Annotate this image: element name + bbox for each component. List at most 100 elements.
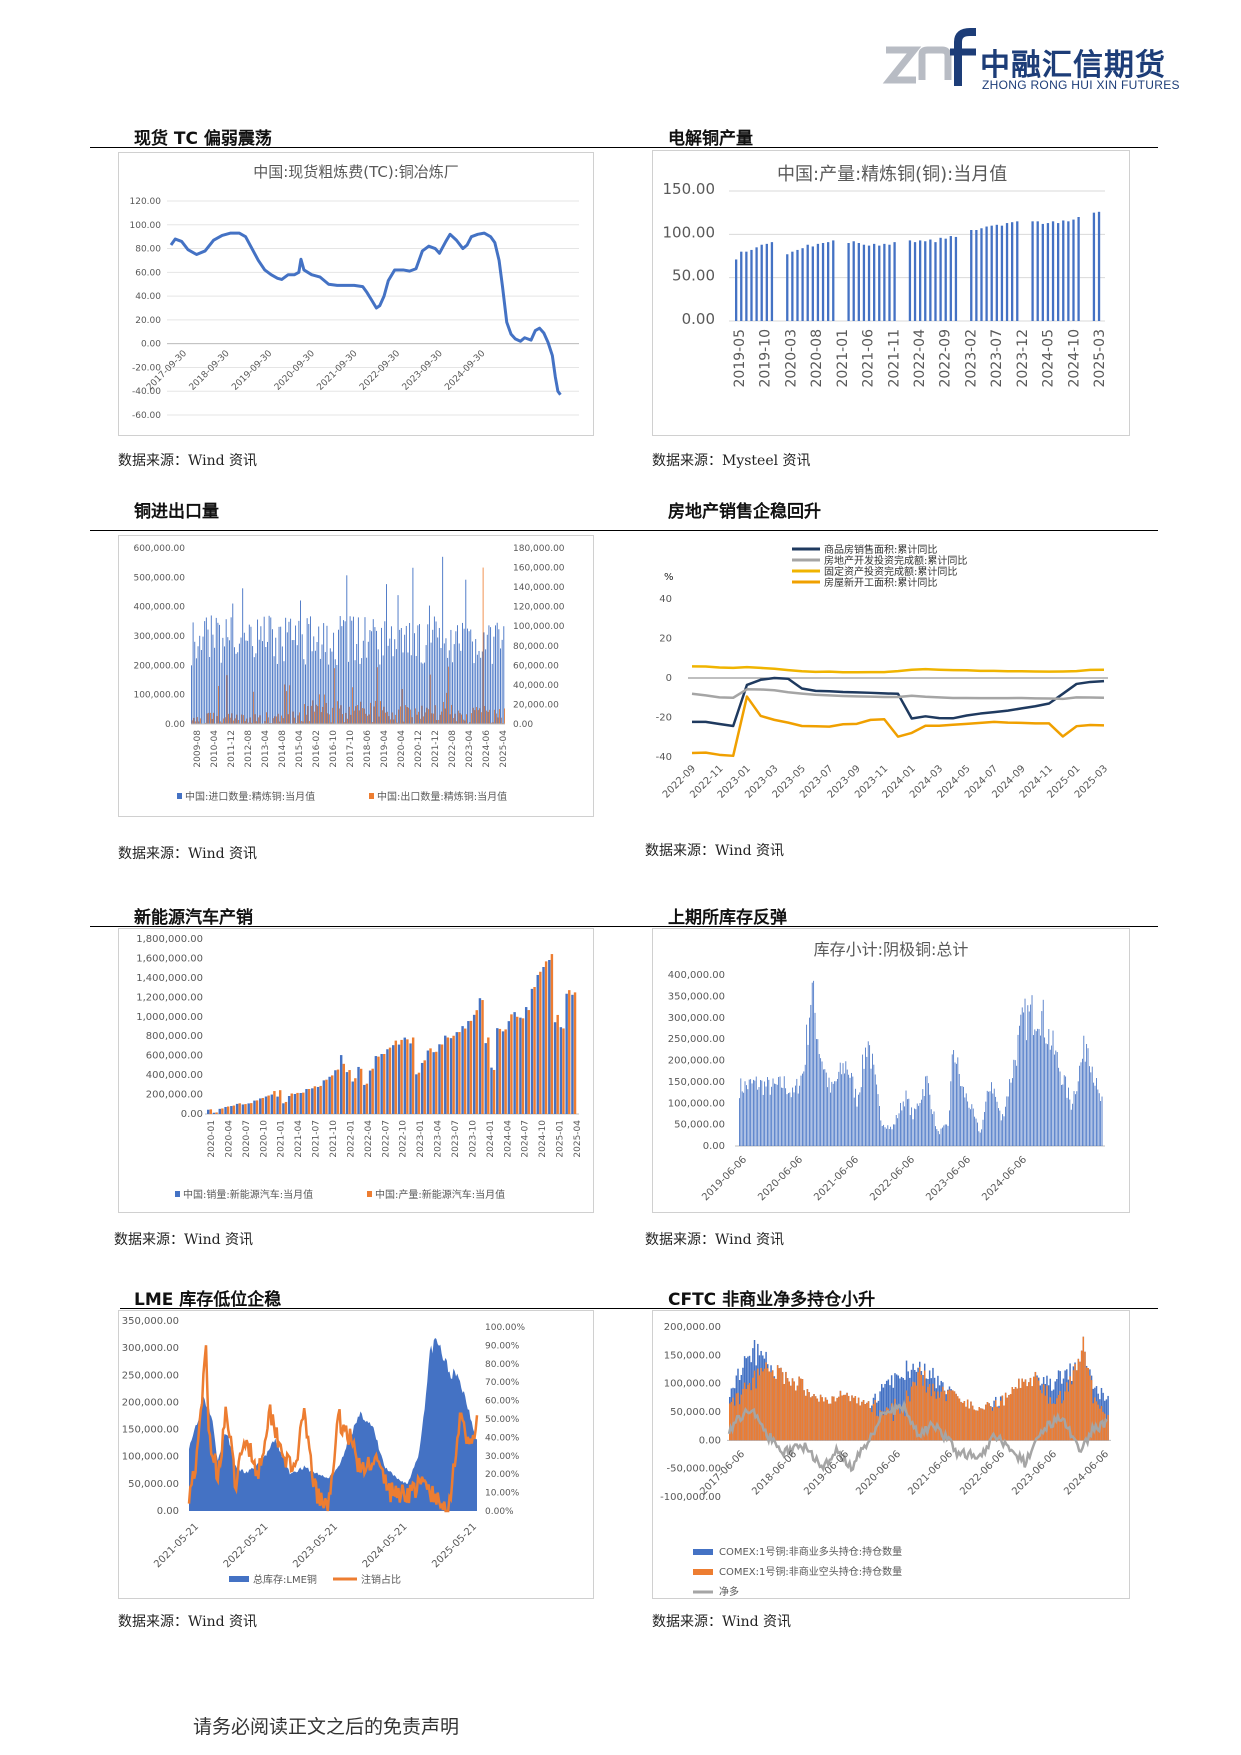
sales-bar	[368, 1070, 372, 1114]
short-position-bar	[1051, 1404, 1053, 1441]
export-bar	[343, 722, 345, 724]
inventory-bar	[1089, 1066, 1090, 1146]
inventory-bar	[1007, 1096, 1009, 1146]
import-bar	[205, 617, 207, 724]
y-tick-label: 150.00	[663, 180, 716, 198]
short-position-bar	[937, 1391, 939, 1441]
production-bar	[1067, 221, 1070, 321]
sales-bar	[287, 1096, 291, 1114]
x-tick-label: 2013-04	[261, 730, 271, 768]
chart-panel-cftc: 200,000.00 150,000.00 100,000.00 50,000.00 0…	[652, 1310, 1130, 1599]
import-bar	[377, 649, 379, 724]
inventory-bar	[813, 980, 815, 1146]
import-bar	[417, 625, 419, 724]
export-bar	[244, 721, 246, 724]
short-position-bar	[980, 1408, 982, 1441]
inventory-bar	[831, 1081, 833, 1146]
y-tick-label: 1,400,000.00	[136, 973, 203, 984]
export-bar	[249, 717, 251, 724]
import-bar	[427, 624, 429, 724]
short-position-bar	[1075, 1370, 1078, 1441]
inventory-bar	[835, 1081, 837, 1146]
import-bar	[470, 629, 472, 724]
export-bar	[195, 721, 196, 724]
x-tick-label: 2018-06-06	[750, 1449, 799, 1498]
inventory-bar	[820, 1058, 822, 1146]
logo-english-name: ZHONG RONG HUI XIN FUTURES	[982, 78, 1180, 92]
import-bar	[229, 640, 230, 724]
sales-bar	[415, 1074, 418, 1114]
inventory-bar	[884, 1127, 886, 1146]
inventory-bar	[781, 1087, 782, 1146]
sales-bar	[507, 1021, 511, 1114]
inventory-bar	[774, 1083, 775, 1146]
y-left-tick-label: 250,000.00	[122, 1370, 179, 1381]
y-tick-label: 150,000.00	[668, 1077, 725, 1088]
short-position-bar	[1013, 1388, 1015, 1441]
legend-swatch	[693, 1549, 713, 1555]
inventory-bar	[751, 1083, 753, 1146]
y-tick-label: 600,000.00	[146, 1051, 203, 1062]
production-bar	[750, 249, 753, 321]
export-bar	[286, 691, 287, 724]
import-bar	[498, 629, 500, 724]
import-bar	[253, 657, 255, 724]
export-bar	[322, 706, 324, 724]
x-tick-label: 2023-04	[465, 730, 475, 768]
inventory-bar	[890, 1126, 892, 1146]
export-bar	[502, 722, 504, 724]
production-bar	[383, 1054, 386, 1114]
production-bar	[435, 1051, 438, 1114]
export-bar	[441, 711, 443, 724]
inventory-bar	[967, 1101, 969, 1146]
import-bar	[263, 616, 265, 724]
export-bar	[477, 710, 479, 724]
import-bar	[328, 664, 330, 724]
export-bar	[492, 722, 494, 724]
short-position-bar	[1023, 1381, 1025, 1441]
trade-bar-chart: 600,000.00 500,000.00 400,000.00 300,000.00…	[133, 544, 564, 803]
y-tick-label: -50,000.00	[666, 1464, 721, 1475]
chart-panel-lme: 350,000.00 300,000.00 250,000.00 200,000.00…	[118, 1310, 594, 1599]
import-bar	[248, 624, 250, 724]
short-position-bar	[968, 1408, 971, 1441]
import-bar	[414, 633, 416, 724]
export-bar	[246, 718, 248, 724]
y-tick-label: 400,000.00	[668, 970, 725, 981]
export-bar	[370, 702, 372, 724]
short-position-bar	[750, 1390, 752, 1441]
x-tick-label: 2012-08	[244, 730, 254, 768]
inventory-bar	[879, 1106, 880, 1146]
x-tick-label: 2022-04	[912, 329, 928, 388]
production-bar	[827, 242, 830, 321]
import-bar	[471, 641, 473, 724]
short-position-bar	[758, 1375, 761, 1441]
section-divider	[90, 926, 630, 927]
x-tick-label: 2021-07	[312, 1120, 322, 1158]
inventory-bar	[757, 1089, 759, 1146]
import-bar	[280, 626, 282, 724]
export-bar	[456, 721, 458, 724]
import-bar	[410, 655, 412, 724]
short-position-bar	[1008, 1395, 1010, 1441]
short-position-bar	[867, 1401, 870, 1441]
sales-bar	[449, 1038, 453, 1114]
inventory-bar	[1096, 1078, 1097, 1146]
import-bar	[227, 637, 229, 724]
short-position-bar	[1024, 1379, 1027, 1441]
short-position-bar	[922, 1385, 924, 1441]
inventory-bar	[1048, 1029, 1050, 1146]
import-bar	[247, 640, 249, 724]
x-tick-label: 2021-06-06	[906, 1449, 955, 1498]
inventory-bar	[1049, 1049, 1051, 1146]
x-tick-label: 2020-06-06	[854, 1449, 903, 1498]
y-tick-label: -60.00	[132, 411, 161, 421]
export-bar	[328, 714, 330, 724]
inventory-bar	[968, 1107, 970, 1146]
inventory-bar	[909, 1115, 911, 1146]
x-tick-label: 2019-05	[732, 329, 748, 388]
section-divider	[630, 1308, 1158, 1309]
y-tick-label: 0.00	[699, 1435, 721, 1446]
inventory-bar	[1038, 1029, 1040, 1146]
import-bar	[232, 603, 234, 724]
